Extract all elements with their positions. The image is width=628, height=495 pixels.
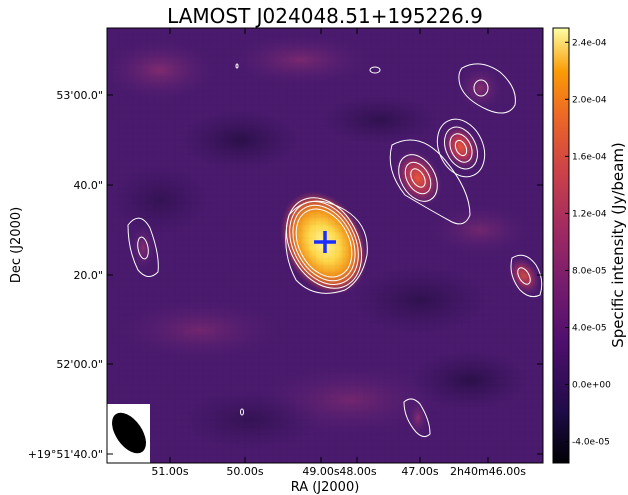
y-tick-label: 53'00.0"	[56, 89, 103, 102]
colorbar-label: Specific intensity (Jy/beam)	[609, 142, 627, 348]
colorbar-tick-label: 1.6e-04	[572, 152, 607, 162]
x-tick-label: 49.00s	[302, 465, 339, 478]
colorbar-tick-label: 0.0e+00	[572, 381, 611, 391]
x-tick-label: 47.00s	[401, 465, 438, 478]
map-frame	[106, 27, 544, 464]
colorbar	[552, 27, 570, 464]
intensity-map	[107, 28, 543, 463]
x-axis-label: RA (J2000)	[291, 480, 360, 495]
y-tick-label: 40.0"	[73, 179, 103, 192]
colorbar-tick-label: 2.0e-04	[572, 95, 607, 105]
y-tick-label: 52'00.0"	[56, 358, 103, 371]
colorbar-tick-label: 8.0e-05	[572, 266, 607, 276]
y-tick-label: +19°51'40.0"	[28, 448, 103, 461]
x-tick-label: 2h40m46.00s	[450, 465, 526, 478]
y-tick-label: 20.0"	[73, 269, 103, 282]
colorbar-tick-label: 2.4e-04	[572, 38, 607, 48]
source-position-marker	[314, 231, 336, 253]
colorbar-ticks: 2.4e-04 2.0e-04 1.6e-04 1.2e-04 8.0e-05 4.0e-…	[565, 38, 611, 448]
colorbar-tick-label: 4.0e-05	[572, 324, 607, 334]
colorbar-tick-label: -4.0e-05	[572, 438, 610, 448]
colorbar-tick-label: 1.2e-04	[572, 209, 607, 219]
x-tick-label: 48.00s	[339, 465, 376, 478]
y-axis-label: Dec (J2000)	[9, 207, 24, 283]
x-axis	[169, 28, 489, 463]
y-axis	[107, 94, 543, 455]
contour-lines	[127, 63, 543, 438]
beam-indicator	[107, 404, 150, 463]
x-tick-label: 50.00s	[226, 465, 263, 478]
figure-title: LAMOST J024048.51+195226.9	[167, 4, 483, 28]
x-tick-label: 51.00s	[151, 465, 188, 478]
